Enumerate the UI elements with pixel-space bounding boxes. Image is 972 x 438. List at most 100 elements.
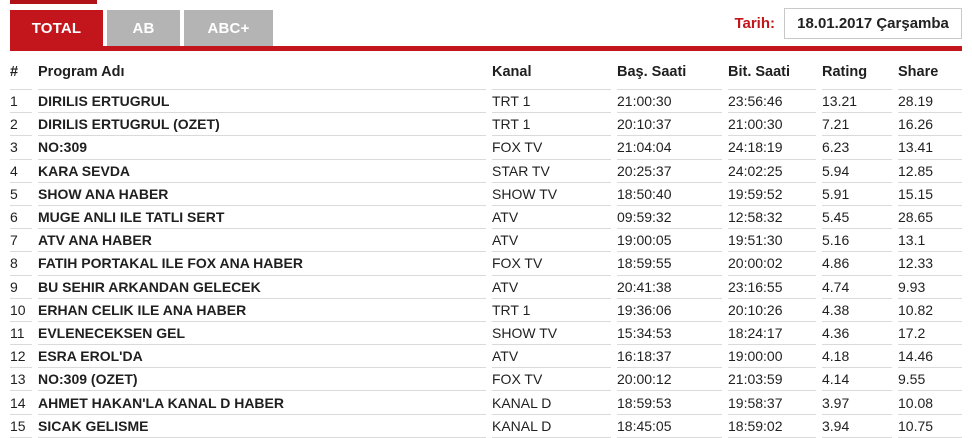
table-row: 11 EVLENECEKSEN GEL SHOW TV 15:34:53 18:24:1…: [10, 322, 962, 346]
cell-rank: 8: [10, 252, 32, 276]
cell-share: 14.46: [898, 345, 962, 369]
cell-rank: 13: [10, 368, 32, 392]
cell-rank: 9: [10, 276, 32, 299]
top-accent-strip: [10, 0, 97, 4]
cell-program: ESRA EROL'DA: [38, 345, 486, 369]
cell-end-time: 23:56:46: [728, 90, 816, 114]
cell-program: DIRILIS ERTUGRUL (OZET): [38, 113, 486, 137]
cell-share: 10.08: [898, 391, 962, 415]
cell-program: MUGE ANLI ILE TATLI SERT: [38, 206, 486, 230]
cell-channel: KANAL D: [492, 391, 611, 415]
table-row: 3 NO:309 FOX TV 21:04:04 24:18:19 6.23 13.41: [10, 136, 962, 160]
cell-share: 17.2: [898, 322, 962, 346]
tab-abc-plus[interactable]: ABC+: [184, 10, 273, 46]
cell-program: NO:309: [38, 136, 486, 160]
cell-rating: 4.38: [822, 299, 892, 322]
cell-channel: FOX TV: [492, 136, 611, 160]
table-row: 6 MUGE ANLI ILE TATLI SERT ATV 09:59:32 12:5…: [10, 206, 962, 230]
cell-channel: ATV: [492, 206, 611, 230]
cell-program: KARA SEVDA: [38, 160, 486, 183]
cell-start-time: 16:18:37: [617, 345, 722, 369]
cell-channel: KANAL D: [492, 415, 611, 438]
table-row: 12 ESRA EROL'DA ATV 16:18:37 19:00:00 4.18 14.…: [10, 345, 962, 369]
cell-end-time: 23:16:55: [728, 276, 816, 299]
cell-program: FATIH PORTAKAL ILE FOX ANA HABER: [38, 252, 486, 276]
cell-end-time: 19:00:00: [728, 345, 816, 369]
tab-total[interactable]: TOTAL: [10, 10, 103, 46]
cell-rank: 14: [10, 391, 32, 415]
column-header-program: Program Adı: [38, 51, 486, 90]
cell-share: 13.1: [898, 229, 962, 253]
cell-start-time: 20:00:12: [617, 368, 722, 392]
audience-tabs: TOTAL AB ABC+: [10, 10, 273, 46]
cell-share: 15.15: [898, 183, 962, 206]
table-row: 9 BU SEHIR ARKANDAN GELECEK ATV 20:41:38 23:…: [10, 276, 962, 299]
cell-rating: 4.36: [822, 322, 892, 346]
cell-end-time: 12:58:32: [728, 206, 816, 230]
cell-start-time: 18:45:05: [617, 415, 722, 438]
cell-program: NO:309 (OZET): [38, 368, 486, 392]
cell-rating: 5.94: [822, 160, 892, 183]
cell-end-time: 21:03:59: [728, 368, 816, 392]
cell-program: SICAK GELISME: [38, 415, 486, 438]
table-row: 13 NO:309 (OZET) FOX TV 20:00:12 21:03:59 4.1…: [10, 368, 962, 392]
cell-program: AHMET HAKAN'LA KANAL D HABER: [38, 391, 486, 415]
column-header-start-time: Baş. Saati: [617, 51, 722, 90]
cell-rank: 11: [10, 322, 32, 346]
table-row: 15 SICAK GELISME KANAL D 18:45:05 18:59:02 3.…: [10, 415, 962, 438]
cell-rank: 10: [10, 299, 32, 322]
column-header-end-time: Bit. Saati: [728, 51, 816, 90]
cell-program: EVLENECEKSEN GEL: [38, 322, 486, 346]
cell-rating: 3.97: [822, 391, 892, 415]
cell-channel: STAR TV: [492, 160, 611, 183]
cell-start-time: 09:59:32: [617, 206, 722, 230]
column-header-rank: #: [10, 51, 32, 90]
table-row: 8 FATIH PORTAKAL ILE FOX ANA HABER FOX TV 1…: [10, 252, 962, 276]
cell-end-time: 19:51:30: [728, 229, 816, 253]
cell-rating: 13.21: [822, 90, 892, 114]
table-row: 4 KARA SEVDA STAR TV 20:25:37 24:02:25 5.94 12…: [10, 160, 962, 183]
cell-end-time: 19:58:37: [728, 391, 816, 415]
cell-end-time: 21:00:30: [728, 113, 816, 137]
cell-start-time: 19:36:06: [617, 299, 722, 322]
cell-share: 9.93: [898, 276, 962, 299]
cell-program: SHOW ANA HABER: [38, 183, 486, 206]
cell-end-time: 24:02:25: [728, 160, 816, 183]
cell-channel: ATV: [492, 345, 611, 369]
ratings-table: # Program Adı Kanal Baş. Saati Bit. Saat…: [10, 51, 962, 438]
cell-program: DIRILIS ERTUGRUL: [38, 90, 486, 114]
date-input[interactable]: [784, 8, 962, 39]
cell-share: 10.75: [898, 415, 962, 438]
cell-channel: TRT 1: [492, 113, 611, 137]
cell-end-time: 20:10:26: [728, 299, 816, 322]
cell-rank: 3: [10, 136, 32, 160]
cell-share: 9.55: [898, 368, 962, 392]
table-row: 2 DIRILIS ERTUGRUL (OZET) TRT 1 20:10:37 21:…: [10, 113, 962, 137]
column-header-channel: Kanal: [492, 51, 611, 90]
table-row: 5 SHOW ANA HABER SHOW TV 18:50:40 19:59:52 5.…: [10, 183, 962, 206]
cell-channel: ATV: [492, 229, 611, 253]
cell-channel: SHOW TV: [492, 322, 611, 346]
cell-channel: SHOW TV: [492, 183, 611, 206]
cell-start-time: 21:00:30: [617, 90, 722, 114]
cell-program: ERHAN CELIK ILE ANA HABER: [38, 299, 486, 322]
cell-rating: 4.74: [822, 276, 892, 299]
date-filter: Tarih:: [734, 8, 962, 39]
date-filter-label: Tarih:: [734, 15, 775, 32]
cell-channel: FOX TV: [492, 252, 611, 276]
cell-end-time: 24:18:19: [728, 136, 816, 160]
cell-share: 10.82: [898, 299, 962, 322]
cell-start-time: 20:10:37: [617, 113, 722, 137]
cell-share: 13.41: [898, 136, 962, 160]
table-header-row: # Program Adı Kanal Baş. Saati Bit. Saat…: [10, 51, 962, 90]
cell-share: 28.65: [898, 206, 962, 230]
cell-rating: 3.94: [822, 415, 892, 438]
tab-ab[interactable]: AB: [107, 10, 180, 46]
cell-start-time: 18:59:55: [617, 252, 722, 276]
cell-program: BU SEHIR ARKANDAN GELECEK: [38, 276, 486, 299]
cell-rating: 4.14: [822, 368, 892, 392]
cell-rating: 6.23: [822, 136, 892, 160]
cell-start-time: 20:41:38: [617, 276, 722, 299]
table-row: 1 DIRILIS ERTUGRUL TRT 1 21:00:30 23:56:46 13…: [10, 90, 962, 114]
cell-share: 28.19: [898, 90, 962, 114]
